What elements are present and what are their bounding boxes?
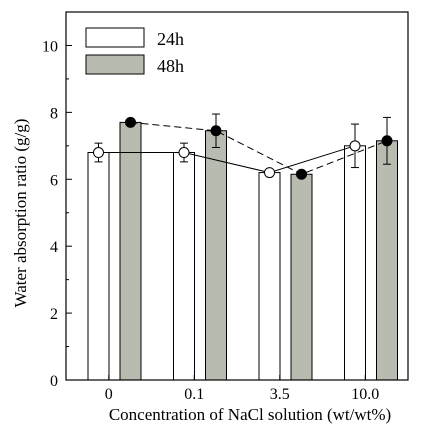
- y-tick-label-10: 10: [42, 38, 58, 55]
- bar-48h-10.0: [376, 140, 398, 381]
- point-48h-3.5: [296, 168, 307, 180]
- x-tick-label-0.1: 0.1: [184, 386, 204, 403]
- y-axis-title: Water absorption ratio (g/g): [11, 119, 30, 308]
- legend-label-48h: 48h: [157, 56, 184, 76]
- series-line-48h: [130, 121, 388, 175]
- bar-24h-0.1: [173, 152, 195, 381]
- bar-48h-0.1: [205, 130, 227, 381]
- legend: 24h 48h: [85, 27, 184, 76]
- y-tick-label-8: 8: [50, 105, 58, 122]
- bar-24h-3.5: [258, 172, 281, 381]
- bar-48h-3.5: [290, 173, 313, 381]
- point-48h-0: [125, 116, 136, 128]
- bar-48h-0: [119, 121, 142, 381]
- point-24h-0: [93, 147, 104, 159]
- legend-label-24h: 24h: [157, 29, 184, 49]
- point-48h-0.1: [210, 125, 222, 137]
- y-tick-label-6: 6: [50, 172, 58, 189]
- x-tick-label-10.0: 10.0: [351, 386, 379, 403]
- legend-swatch-48h: [85, 54, 145, 75]
- point-24h-3.5: [264, 167, 275, 179]
- y-tick-label-4: 4: [50, 239, 58, 256]
- x-tick-label-3.5: 3.5: [270, 386, 290, 403]
- plot-frame: [65, 11, 409, 381]
- bar-24h-0: [87, 152, 110, 381]
- plot-area: 0 2 4 6 8 10 0 0.1 3.5 10.0: [42, 11, 409, 403]
- point-24h-10.0: [349, 140, 361, 152]
- legend-swatch-24h: [85, 27, 145, 48]
- bar-24h-10.0: [344, 145, 366, 381]
- y-tick-label-2: 2: [50, 306, 58, 323]
- point-24h-0.1: [178, 147, 190, 159]
- series-line-24h: [98, 145, 356, 174]
- x-tick-label-0: 0: [105, 386, 113, 403]
- y-tick-label-0: 0: [50, 373, 58, 390]
- x-axis-title: Concentration of NaCl solution (wt/wt%): [109, 405, 391, 424]
- point-48h-10.0: [381, 135, 393, 147]
